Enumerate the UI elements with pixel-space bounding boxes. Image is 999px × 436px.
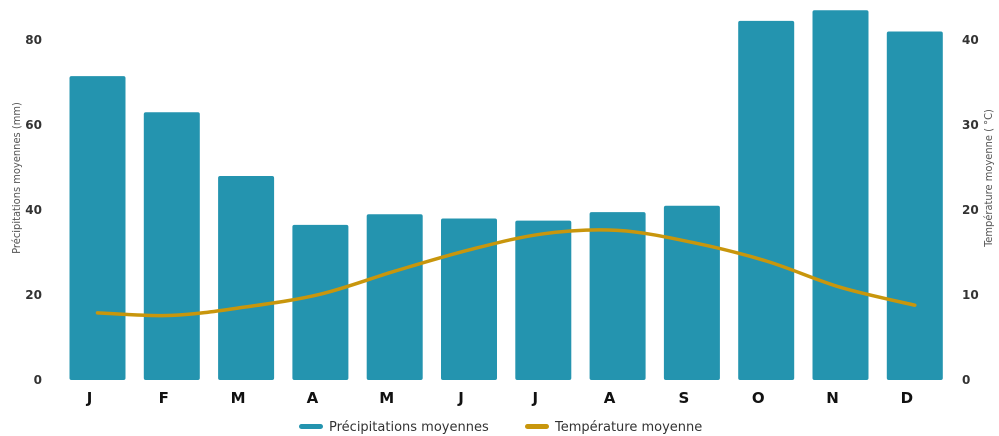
precipitation-bar <box>738 20 795 380</box>
left-axis-title: Précipitations moyennes (mm) <box>10 102 23 254</box>
right-tick-label: 10 <box>962 288 979 302</box>
legend-precipitation-label: Précipitations moyennes <box>329 420 489 435</box>
month-label: J <box>457 389 464 407</box>
precipitation-bar <box>515 220 572 380</box>
month-label: D <box>901 389 913 407</box>
precipitation-bar <box>292 224 349 380</box>
legend-temperature-label: Température moyenne <box>554 420 702 435</box>
month-label: F <box>159 389 169 407</box>
right-tick-label: 30 <box>962 118 979 132</box>
legend-precipitation-swatch <box>299 424 323 429</box>
precipitation-bars <box>69 10 943 380</box>
precipitation-bar <box>69 76 126 380</box>
precipitation-bar <box>663 205 720 380</box>
legend: Précipitations moyennes Température moye… <box>299 420 702 435</box>
precipitation-bar <box>218 176 275 380</box>
right-tick-label: 20 <box>962 203 979 217</box>
month-label: M <box>379 389 394 407</box>
month-label: M <box>231 389 246 407</box>
left-tick-label: 80 <box>25 33 42 47</box>
left-tick-label: 60 <box>25 118 42 132</box>
right-axis: 0 10 20 30 40 <box>962 33 979 387</box>
temperature-line <box>95 228 917 318</box>
temperature-line-group <box>95 228 917 318</box>
month-label: O <box>752 389 765 407</box>
left-tick-label: 0 <box>34 373 42 387</box>
precipitation-bar <box>143 112 200 380</box>
right-tick-label: 0 <box>962 373 970 387</box>
month-label: S <box>678 389 689 407</box>
precipitation-bar <box>366 214 423 380</box>
month-label: A <box>307 389 319 407</box>
month-label: A <box>604 389 616 407</box>
month-label: J <box>86 389 93 407</box>
left-axis: 0 20 40 60 80 <box>25 33 42 387</box>
precipitation-bar <box>886 31 943 380</box>
month-label: J <box>532 389 539 407</box>
month-label: N <box>826 389 839 407</box>
left-tick-label: 40 <box>25 203 42 217</box>
precipitation-bar <box>812 10 869 380</box>
precipitation-bar <box>441 218 497 380</box>
precipitation-bar <box>589 212 646 380</box>
left-tick-label: 20 <box>25 288 42 302</box>
right-axis-title: Température moyenne ( °C) <box>982 109 995 248</box>
right-tick-label: 40 <box>962 33 979 47</box>
legend-temperature-swatch <box>525 424 549 429</box>
